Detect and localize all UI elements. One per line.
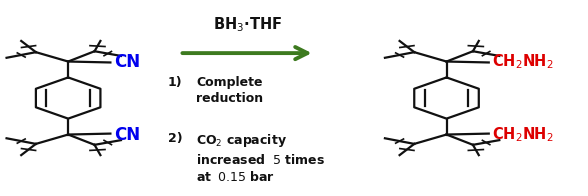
Text: 1): 1) bbox=[168, 76, 182, 89]
Text: CH$_2$NH$_2$: CH$_2$NH$_2$ bbox=[492, 52, 554, 71]
Text: Complete
reduction: Complete reduction bbox=[196, 76, 263, 105]
Text: CO$_2$ capacity
increased  $\mathit{5}$ times
at  $\mathit{0.15}$ bar: CO$_2$ capacity increased $\mathit{5}$ t… bbox=[196, 132, 325, 184]
Text: CN: CN bbox=[114, 53, 140, 71]
Text: CH$_2$NH$_2$: CH$_2$NH$_2$ bbox=[492, 125, 554, 144]
Text: CN: CN bbox=[114, 125, 140, 143]
Text: BH$_3$·THF: BH$_3$·THF bbox=[212, 16, 282, 34]
Text: 2): 2) bbox=[168, 132, 182, 145]
